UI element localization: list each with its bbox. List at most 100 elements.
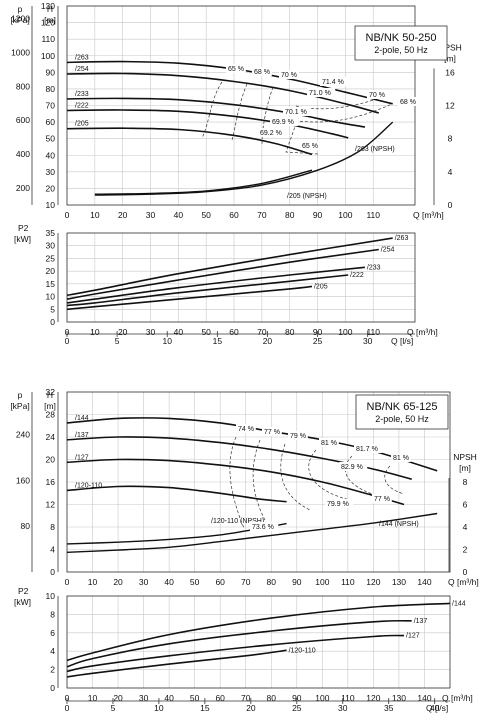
- ls-tick-label: 20: [263, 336, 273, 346]
- head-tick-label: 80: [46, 84, 56, 94]
- x-tick-label: 30: [146, 210, 156, 220]
- efficiency-label: 70 %: [281, 72, 297, 79]
- efficiency-label: 68 %: [400, 99, 416, 106]
- head-axis-unit: [m]: [44, 401, 56, 411]
- power-x-tick-label: 140: [417, 693, 431, 703]
- x-tick-label: 40: [174, 210, 184, 220]
- pressure-axis-unit: [kPa]: [10, 15, 29, 25]
- head-tick-label: 0: [50, 567, 55, 577]
- efficiency-label-bg: [226, 64, 246, 73]
- npsh-tick-label: 6: [463, 500, 468, 510]
- power-curve-label: /254: [381, 247, 395, 254]
- head-curve-label: /120-110: [75, 482, 102, 489]
- npsh-curve: [94, 169, 313, 195]
- power-axis-unit: [kW]: [14, 234, 31, 244]
- efficiency-label-bg: [252, 67, 272, 76]
- x-tick-label: 70: [241, 577, 251, 587]
- ls-tick-label: 5: [115, 336, 120, 346]
- head-tick-label: 110: [41, 34, 55, 44]
- head-curve-label: /263: [75, 54, 89, 61]
- efficiency-isoline: [289, 103, 393, 123]
- power-tick-label: 20: [46, 266, 56, 276]
- power-x-tick-label: 110: [341, 693, 355, 703]
- title-box: [355, 394, 449, 430]
- efficiency-label-bg: [258, 128, 287, 137]
- power-x-tick-label: 100: [315, 693, 329, 703]
- npsh-curve-label: /263 (NPSH): [355, 146, 395, 153]
- x-tick-label: 20: [113, 577, 123, 587]
- power-axis-label: P2: [18, 586, 29, 596]
- x-tick-label: 30: [139, 577, 149, 587]
- ls-tick-label: 10: [162, 336, 172, 346]
- efficiency-label-bg: [320, 77, 349, 86]
- power-curve-label: /263: [395, 235, 409, 242]
- npsh-tick-label: 2: [463, 545, 468, 555]
- efficiency-label: 74 %: [238, 426, 254, 433]
- head-curve-label: /127: [75, 454, 89, 461]
- efficiency-label-bg: [236, 424, 256, 433]
- efficiency-label: 81 %: [393, 455, 409, 462]
- head-tick-label: 20: [46, 183, 56, 193]
- head-x-axis-label: Q [m³/h]: [448, 577, 479, 587]
- efficiency-isoline: [201, 81, 223, 139]
- power-tick-label: 8: [50, 609, 55, 619]
- x-tick-label: 80: [285, 210, 295, 220]
- efficiency-label-bg: [283, 107, 312, 116]
- pressure-axis-label: p: [18, 390, 23, 400]
- efficiency-label-bg: [250, 522, 279, 531]
- power-curve-label: /120-110: [289, 647, 316, 654]
- chart-title: NB/NK 65-125: [367, 401, 438, 413]
- npsh-axis-label: NPSH: [438, 42, 462, 52]
- power-axis-label: P2: [18, 223, 29, 233]
- power-panel: 051015202530350102030405060708090100110P…: [14, 223, 438, 346]
- power-frame: [66, 595, 451, 689]
- power-x-tick-label: 20: [118, 327, 128, 337]
- head-x-axis-label: Q [m³/h]: [413, 210, 444, 220]
- power-x-tick-label: 70: [241, 693, 251, 703]
- npsh-axis-unit: [m]: [444, 53, 456, 63]
- x-tick-label: 90: [313, 210, 323, 220]
- x-tick-label: 60: [215, 577, 225, 587]
- x-tick-label: 0: [65, 210, 70, 220]
- npsh-tick-label: 4: [448, 167, 453, 177]
- head-curve-205: [66, 127, 313, 156]
- power-x-tick-label: 30: [139, 693, 149, 703]
- npsh-axis-label: NPSH: [453, 452, 477, 462]
- npsh-tick-label: 8: [463, 477, 468, 487]
- power-tick-label: 2: [50, 665, 55, 675]
- head-curve-label: /137: [75, 432, 89, 439]
- ls-tick-label: 5: [111, 703, 116, 713]
- x-tick-label: 110: [341, 577, 355, 587]
- x-tick-label: 110: [366, 210, 380, 220]
- power-tick-label: 0: [50, 317, 55, 327]
- power-curve-254: [66, 248, 379, 300]
- x-tick-label: 100: [315, 577, 329, 587]
- chart-subtitle: 2-pole, 50 Hz: [375, 414, 429, 424]
- power-tick-label: 10: [46, 591, 56, 601]
- head-axis-label: H: [47, 390, 53, 400]
- power-x-tick-label: 130: [392, 693, 406, 703]
- npsh-axis-unit: [m]: [459, 463, 471, 473]
- ls-tick-label: 25: [313, 336, 323, 346]
- power-curve-label: /137: [414, 618, 428, 625]
- head-tick-label: 12: [46, 500, 56, 510]
- efficiency-label: 70 %: [369, 92, 385, 99]
- power-curve-127: [66, 634, 405, 673]
- power-curve-144: [66, 602, 451, 662]
- efficiency-label-bg: [262, 427, 282, 436]
- power-x-tick-label: 120: [366, 693, 380, 703]
- head-tick-label: 20: [46, 455, 56, 465]
- head-tick-label: 24: [46, 432, 56, 442]
- power-curve-label: /222: [350, 272, 364, 279]
- x-tick-label: 100: [338, 210, 352, 220]
- power-tick-label: 10: [46, 292, 56, 302]
- ls-tick-label: 30: [363, 336, 373, 346]
- efficiency-label-bg: [367, 90, 387, 99]
- efficiency-label: 70.1 %: [285, 109, 307, 116]
- head-tick-label: 50: [46, 134, 56, 144]
- npsh-tick-label: 0: [448, 200, 453, 210]
